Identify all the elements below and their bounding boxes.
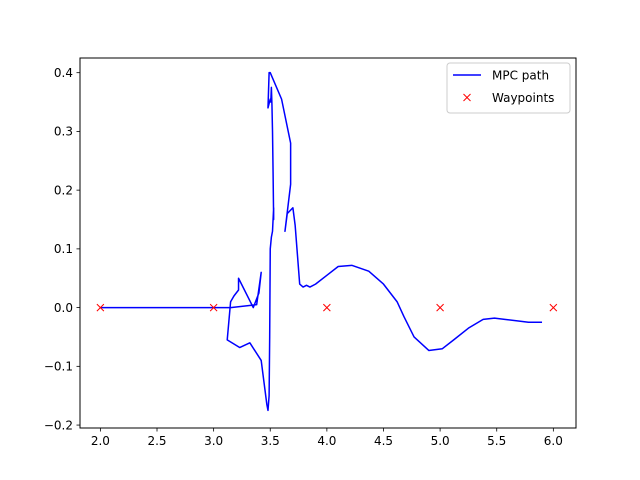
legend-label-mpc-path: MPC path xyxy=(492,69,549,83)
y-tick-label: −0.1 xyxy=(44,360,73,374)
x-tick-label: 4.0 xyxy=(317,434,336,448)
x-tick-label: 2.0 xyxy=(91,434,110,448)
x-tick-label: 3.5 xyxy=(261,434,280,448)
x-tick-label: 6.0 xyxy=(544,434,563,448)
y-tick-label: 0.2 xyxy=(54,183,73,197)
y-tick-label: 0.1 xyxy=(54,242,73,256)
x-tick-label: 2.5 xyxy=(147,434,166,448)
x-tick-label: 4.5 xyxy=(374,434,393,448)
waypoint-marker xyxy=(436,303,444,312)
y-tick-label: −0.2 xyxy=(44,418,73,432)
axis-ticks: 2.0 2.5 3.0 3.5 4.0 4.5 5.0 5.5 6.0 −0.2 −0.1 0.0 0.… xyxy=(44,66,563,448)
y-tick-label: 0.4 xyxy=(54,66,73,80)
y-tick-label: 0.0 xyxy=(54,301,73,315)
x-tick-label: 5.5 xyxy=(487,434,506,448)
x-tick-label: 3.0 xyxy=(204,434,223,448)
plot-frame xyxy=(79,57,577,429)
waypoint-marker xyxy=(549,303,558,312)
waypoint-marker xyxy=(96,303,105,312)
legend-x-marker xyxy=(463,93,471,102)
series-line-mpc-path xyxy=(100,71,543,412)
legend: MPC path Waypoints xyxy=(446,62,571,114)
plot-area xyxy=(80,58,576,428)
legend-marker-x-swatch xyxy=(463,93,471,102)
waypoint-marker xyxy=(209,303,218,312)
waypoint-marker xyxy=(323,303,331,312)
x-tick-label: 5.0 xyxy=(431,434,450,448)
y-tick-label: 0.3 xyxy=(54,125,73,139)
series-layer xyxy=(96,71,558,412)
legend-label-waypoints: Waypoints xyxy=(492,91,554,105)
